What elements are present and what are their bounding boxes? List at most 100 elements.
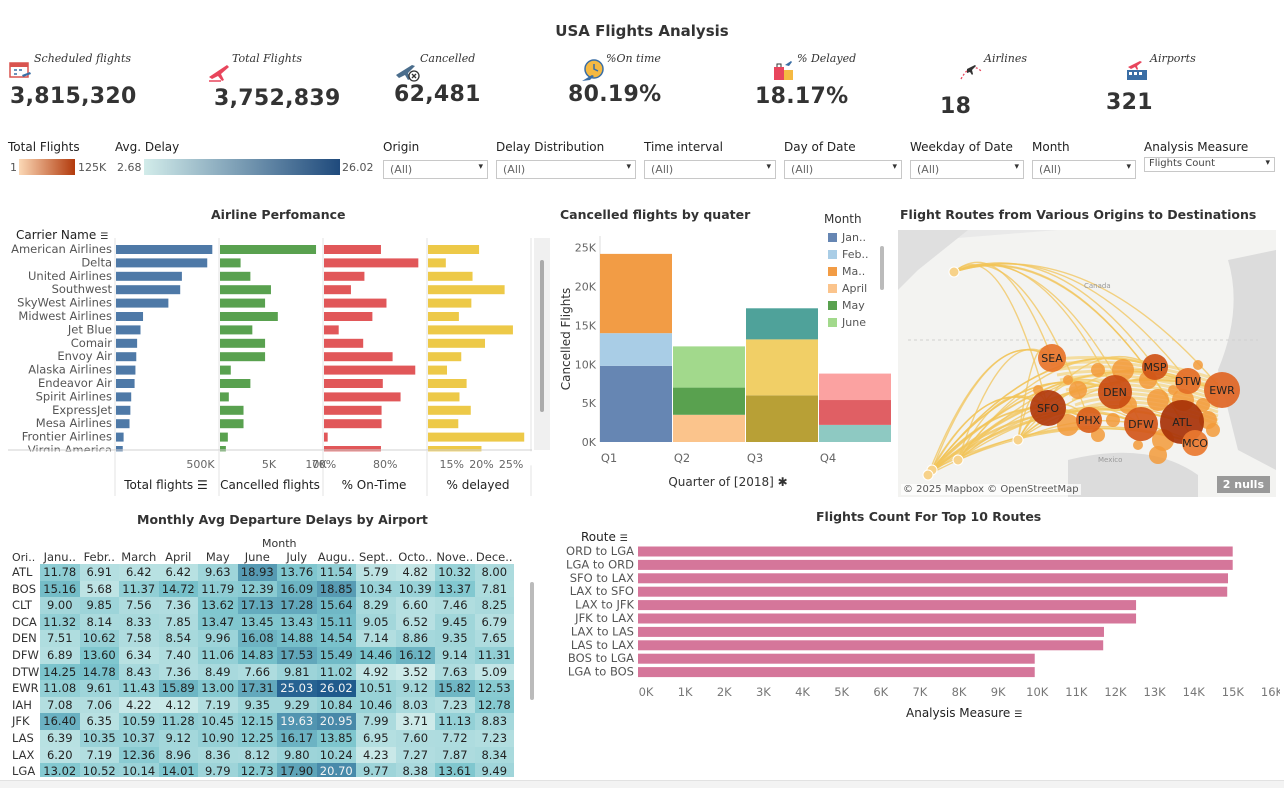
heatmap-cell[interactable]: 6.52	[395, 613, 435, 631]
pct-on-time-bar[interactable]	[324, 432, 328, 442]
heatmap-cell[interactable]: 14.88	[277, 630, 317, 647]
heatmap-cell[interactable]: 12.15	[237, 713, 277, 730]
heatmap-cell[interactable]: 7.66	[237, 663, 277, 681]
pct-on-time-bar[interactable]	[324, 392, 401, 402]
legend-item[interactable]: Ma..	[828, 263, 896, 280]
heatmap-cell[interactable]: 17.53	[277, 647, 317, 664]
route-bar[interactable]	[638, 546, 1233, 557]
heatmap-cell[interactable]: 9.12	[395, 680, 435, 697]
heatmap-cell[interactable]: 16.09	[277, 580, 317, 598]
route-header[interactable]: Route ☰	[581, 530, 628, 544]
heatmap-cell[interactable]: 11.31	[474, 647, 514, 664]
heatmap-cell[interactable]: 8.96	[158, 746, 198, 764]
heatmap-cell[interactable]: 12.25	[237, 730, 277, 747]
heatmap-cell[interactable]: 10.59	[119, 713, 159, 730]
heatmap-cell[interactable]: 9.49	[474, 763, 514, 777]
route-bar[interactable]	[638, 573, 1229, 584]
cancelled-flights-bar[interactable]	[220, 338, 266, 348]
heatmap-cell[interactable]: 14.46	[356, 647, 396, 664]
heatmap-cell[interactable]: 16.12	[395, 647, 435, 664]
route-bar[interactable]	[638, 613, 1137, 624]
heatmap-cell[interactable]: 7.06	[79, 696, 119, 714]
heatmap-cell[interactable]: 11.08	[40, 680, 80, 697]
route-bar[interactable]	[638, 586, 1228, 597]
heatmap-cell[interactable]: 10.24	[316, 746, 356, 764]
cancelled-flights-bar[interactable]	[220, 325, 253, 335]
heatmap-cell[interactable]: 11.37	[119, 580, 159, 598]
heatmap-cell[interactable]: 6.20	[40, 746, 80, 764]
pct-delayed-bar[interactable]	[428, 285, 505, 295]
heatmap-cell[interactable]: 10.84	[316, 696, 356, 714]
legend-item[interactable]: April	[828, 280, 896, 297]
legend-scrollbar[interactable]	[880, 246, 884, 290]
cancelled-flights-bar[interactable]	[220, 298, 266, 308]
cancelled-flights-bar[interactable]	[220, 392, 229, 402]
heatmap-cell[interactable]: 7.58	[119, 630, 159, 647]
heatmap-cell[interactable]: 6.91	[79, 564, 119, 581]
heatmap-cell[interactable]: 9.85	[79, 597, 119, 614]
month-segment-may[interactable]	[673, 387, 745, 415]
heatmap-cell[interactable]: 7.65	[474, 630, 514, 647]
heatmap-cell[interactable]: 17.31	[237, 680, 277, 697]
heatmap-cell[interactable]: 7.27	[395, 746, 435, 764]
airport-bubble[interactable]	[1106, 413, 1120, 427]
heatmap-cell[interactable]: 14.78	[79, 663, 119, 681]
month-segment-march[interactable]	[600, 253, 672, 334]
heatmap-cell[interactable]: 9.45	[435, 613, 475, 631]
heatmap-cell[interactable]: 8.25	[474, 597, 514, 614]
total-flights-bar[interactable]	[116, 325, 141, 335]
legend-item[interactable]: June	[828, 314, 896, 331]
heatmap-cell[interactable]: 10.32	[435, 564, 475, 581]
heatmap-cell[interactable]: 15.64	[316, 597, 356, 614]
heatmap-cell[interactable]: 9.79	[198, 763, 238, 777]
heatmap-cell[interactable]: 6.60	[395, 597, 435, 614]
chevron-down-icon[interactable]: ▾	[1126, 162, 1131, 172]
heatmap-cell[interactable]: 8.54	[158, 630, 198, 647]
heatmap-cell[interactable]: 15.16	[40, 580, 80, 598]
legend-item[interactable]: July	[828, 331, 896, 334]
cancelled-flights-bar[interactable]	[220, 432, 228, 442]
heatmap-cell[interactable]: 7.72	[435, 730, 475, 747]
pct-on-time-bar[interactable]	[324, 405, 382, 415]
pct-delayed-bar[interactable]	[428, 338, 486, 348]
heatmap-cell[interactable]: 9.96	[198, 630, 238, 647]
heatmap-cell[interactable]: 14.25	[40, 663, 80, 681]
heatmap-cell[interactable]: 17.13	[237, 597, 277, 614]
heatmap-cell[interactable]: 7.08	[40, 696, 80, 714]
route-bar[interactable]	[638, 626, 1104, 637]
heatmap-cell[interactable]: 8.03	[395, 696, 435, 714]
heatmap-cell[interactable]: 11.28	[158, 713, 198, 730]
filter-dropdown[interactable]: (All) ▾	[1032, 160, 1136, 179]
heatmap-cell[interactable]: 8.86	[395, 630, 435, 647]
total-flights-bar[interactable]	[116, 432, 124, 442]
cancelled-flights-bar[interactable]	[220, 365, 231, 375]
pct-delayed-bar[interactable]	[428, 379, 467, 388]
heatmap-cell[interactable]: 13.62	[198, 597, 238, 614]
month-segment-august[interactable]	[746, 339, 818, 396]
airport-bubble[interactable]	[1133, 440, 1143, 450]
heatmap-cell[interactable]: 12.36	[119, 746, 159, 764]
heatmap-cell[interactable]: 4.82	[395, 564, 435, 581]
heatmap-cell[interactable]: 7.19	[198, 696, 238, 714]
pct-on-time-bar[interactable]	[324, 285, 351, 295]
heatmap-cell[interactable]: 11.43	[119, 680, 159, 697]
heatmap-cell[interactable]: 4.23	[356, 746, 396, 764]
heatmap-cell[interactable]: 7.46	[435, 597, 475, 614]
heatmap-cell[interactable]: 9.63	[198, 564, 238, 581]
heatmap-cell[interactable]: 10.39	[395, 580, 435, 598]
heatmap-cell[interactable]: 7.36	[158, 663, 198, 681]
route-bar[interactable]	[638, 600, 1137, 611]
hub-bubble-sfo[interactable]	[1030, 390, 1066, 426]
heatmap-cell[interactable]: 10.37	[119, 730, 159, 747]
legend-item[interactable]: Feb..	[828, 246, 896, 263]
heatmap-cell[interactable]: 11.79	[198, 580, 238, 598]
pct-delayed-bar[interactable]	[428, 432, 525, 442]
filter-dropdown[interactable]: (All) ▾	[383, 160, 488, 179]
heatmap-cell[interactable]: 11.13	[435, 713, 475, 730]
heatmap-cell[interactable]: 7.14	[356, 630, 396, 647]
filter-dropdown[interactable]: (All) ▾	[910, 160, 1024, 179]
heatmap-cell[interactable]: 13.61	[435, 763, 475, 777]
hub-bubble-den[interactable]	[1098, 375, 1132, 409]
heatmap-cell[interactable]: 8.29	[356, 597, 396, 614]
heatmap-cell[interactable]: 13.00	[198, 680, 238, 697]
